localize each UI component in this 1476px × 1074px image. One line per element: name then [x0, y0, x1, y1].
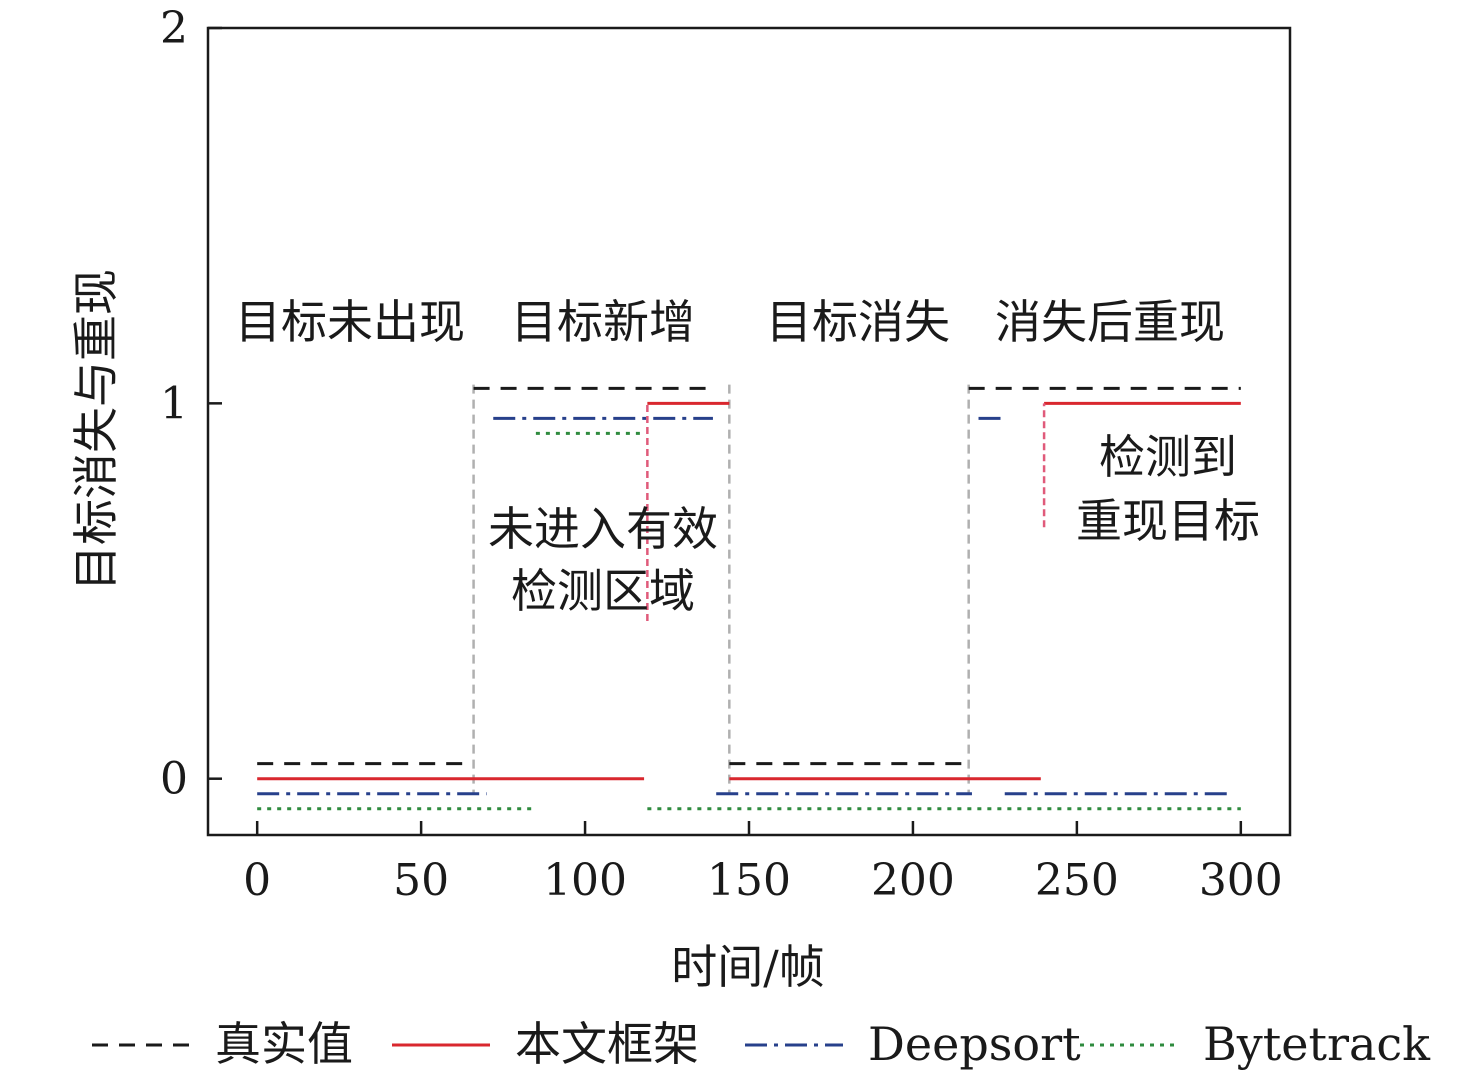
legend-label-deepsort: Deepsort	[868, 1017, 1081, 1071]
legend-label-bytetrack: Bytetrack	[1203, 1017, 1431, 1071]
x-tick-label: 150	[707, 855, 791, 906]
series-1	[257, 386, 1241, 766]
annotation-detected-line2: 重现目标	[1076, 494, 1260, 548]
x-axis: 0 50 100 150 200 250 300	[243, 821, 1283, 906]
y-axis: 0 1 2	[160, 3, 222, 805]
region-label-new-target: 目标新增	[511, 295, 695, 349]
x-tick-label: 250	[1035, 855, 1119, 906]
annotation-detected-line1: 检测到	[1099, 430, 1237, 484]
x-tick-label: 100	[543, 855, 627, 906]
x-tick-label: 0	[243, 855, 271, 906]
legend-label-ours: 本文框架	[515, 1017, 699, 1071]
phase-boundaries	[472, 384, 970, 794]
region-label-not-appeared: 目标未出现	[235, 295, 465, 349]
annotation-not-in-zone-line2: 检测区域	[511, 564, 695, 618]
region-label-disappeared: 目标消失	[766, 295, 950, 349]
series-4	[257, 431, 1241, 811]
y-tick-label: 1	[160, 378, 188, 429]
legend: 真实值 本文框架 Deepsort Bytetrack	[92, 1017, 1431, 1071]
y-tick-label: 2	[160, 3, 188, 54]
series-3	[257, 416, 1231, 796]
legend-label-truth: 真实值	[215, 1017, 353, 1071]
x-tick-label: 50	[393, 855, 449, 906]
x-axis-label: 时间/帧	[671, 940, 825, 994]
x-tick-label: 300	[1199, 855, 1283, 906]
x-tick-label: 200	[871, 855, 955, 906]
series-layer	[257, 386, 1241, 811]
y-tick-label: 0	[160, 754, 188, 805]
region-label-reappeared: 消失后重现	[995, 295, 1225, 349]
series-2	[257, 401, 1241, 781]
y-axis-label: 目标消失与重现	[69, 269, 123, 591]
annotation-not-in-zone-line1: 未进入有效	[488, 502, 718, 556]
